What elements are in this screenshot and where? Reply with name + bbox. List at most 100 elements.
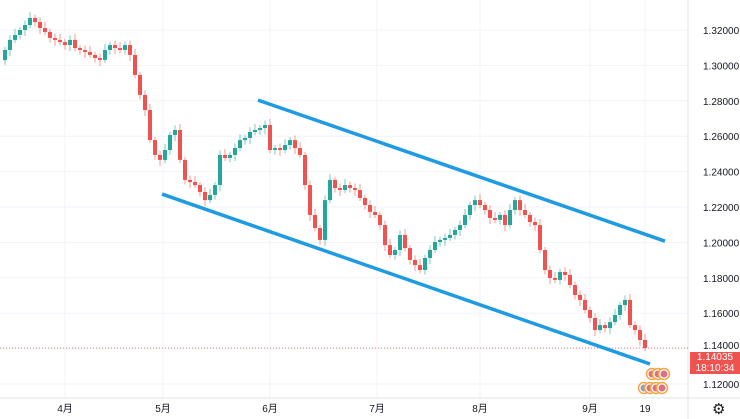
candle-down: [223, 154, 227, 158]
x-tick-label: 4月: [57, 403, 73, 415]
candle-up: [8, 39, 12, 51]
candle-down: [643, 339, 647, 348]
candle-down: [358, 190, 362, 198]
candle-up: [443, 237, 447, 240]
candle-down: [593, 317, 597, 331]
candle-down: [363, 197, 367, 206]
candle-up: [218, 154, 222, 186]
countdown: 18:10:34: [695, 363, 735, 374]
candle-down: [313, 214, 317, 229]
candle-down: [603, 325, 607, 329]
candle-down: [518, 200, 522, 211]
candle-up: [448, 234, 452, 238]
candle-down: [413, 259, 417, 266]
y-tick-label: 1.18000: [703, 274, 740, 285]
candle-up: [613, 314, 617, 323]
candle-down: [548, 270, 552, 278]
candle-up: [208, 194, 212, 201]
candle-down: [408, 248, 412, 260]
candle-down: [638, 330, 642, 340]
candle-down: [293, 140, 297, 149]
candle-down: [333, 179, 337, 189]
candle-up: [508, 210, 512, 226]
candle-up: [28, 17, 32, 26]
candle-up: [233, 148, 237, 155]
x-tick-label: 8月: [472, 403, 488, 415]
candle-up: [393, 250, 397, 255]
candle-up: [163, 150, 167, 160]
candle-down: [578, 294, 582, 300]
candle-up: [328, 179, 332, 201]
candle-down: [268, 125, 272, 151]
candle-up: [438, 239, 442, 243]
candle-up: [248, 131, 252, 138]
candle-down: [48, 31, 52, 38]
candle-up: [608, 322, 612, 329]
y-tick-label: 1.14000: [703, 341, 740, 352]
candle-down: [373, 211, 377, 215]
candle-up: [423, 257, 427, 271]
candle-down: [388, 245, 392, 255]
candle-down: [553, 277, 557, 280]
candle-up: [473, 200, 477, 206]
candle-down: [478, 200, 482, 206]
candle-up: [433, 242, 437, 251]
candle-down: [148, 110, 152, 141]
candle-up: [18, 30, 22, 35]
candle-up: [458, 225, 462, 231]
candle-down: [588, 310, 592, 318]
candle-down: [543, 250, 547, 271]
candle-up: [258, 128, 262, 131]
candle-up: [228, 154, 232, 158]
candle-down: [58, 39, 62, 43]
candle-down: [118, 48, 122, 51]
candle-down: [113, 45, 117, 49]
y-tick-label: 1.28000: [703, 97, 740, 108]
candle-down: [488, 210, 492, 218]
candle-down: [348, 185, 352, 189]
candle-down: [73, 39, 77, 49]
candle-down: [33, 17, 37, 23]
candle-down: [178, 130, 182, 160]
candle-down: [128, 45, 132, 55]
candle-up: [108, 45, 112, 51]
upper-channel-trendline: [257, 98, 666, 243]
candle-down: [378, 214, 382, 226]
candle-up: [623, 299, 627, 306]
candle-down: [493, 217, 497, 220]
y-tick-label: 1.16000: [703, 309, 740, 320]
candle-down: [83, 50, 87, 52]
candle-down: [528, 214, 532, 223]
candle-down: [318, 228, 322, 240]
candle-down: [193, 182, 197, 186]
candle-up: [273, 148, 277, 151]
candle-down: [198, 185, 202, 192]
candle-down: [583, 299, 587, 311]
candle-up: [243, 137, 247, 141]
x-tick-label: 6月: [262, 403, 278, 415]
candle-up: [213, 185, 217, 195]
candle-up: [238, 140, 242, 149]
candle-up: [123, 45, 127, 51]
candle-up: [253, 130, 257, 132]
y-tick-label: 1.24000: [703, 168, 740, 179]
candle-down: [563, 271, 567, 275]
candle-down: [278, 148, 282, 151]
gear-icon[interactable]: ⚙: [712, 401, 726, 418]
candle-up: [173, 130, 177, 135]
y-tick-label: 1.20000: [703, 238, 740, 249]
current-price-label: 1.14035 18:10:34: [690, 352, 740, 374]
candle-down: [353, 188, 357, 191]
y-tick-label: 1.26000: [703, 132, 740, 143]
candle-up: [558, 271, 562, 280]
candle-down: [523, 210, 527, 215]
y-tick-label: 1.30000: [703, 61, 740, 72]
candle-down: [308, 185, 312, 215]
lower-channel-trendline: [161, 192, 651, 366]
candle-down: [383, 225, 387, 246]
candle-down: [503, 214, 507, 226]
candle-down: [43, 28, 47, 32]
candle-down: [573, 285, 577, 295]
